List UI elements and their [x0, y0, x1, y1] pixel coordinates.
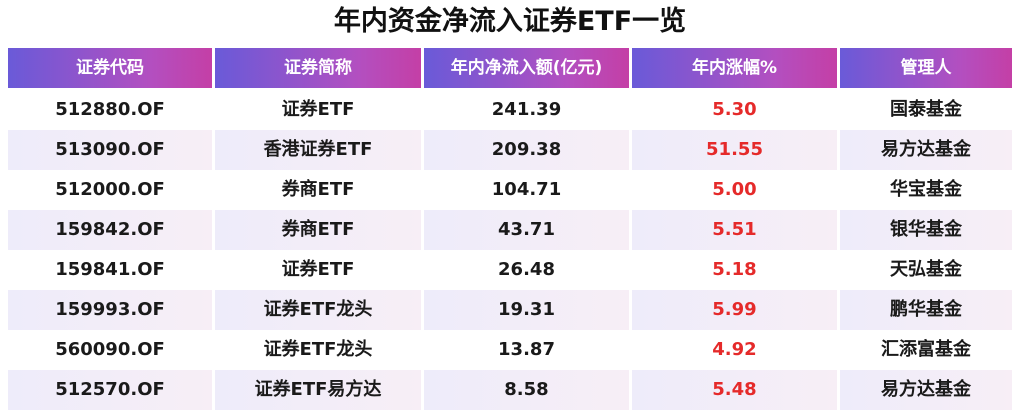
table-cell: 易方达基金: [840, 370, 1012, 410]
table-cell: 209.38: [424, 130, 629, 170]
table-cell: 券商ETF: [281, 179, 355, 200]
table-cell: 5.00: [712, 179, 757, 200]
table-cell: 159842.OF: [8, 210, 212, 250]
etf-table: 证券代码 证券简称 年内净流入额(亿元) 年内涨幅% 管理人 512880.OF 证券ETF…: [8, 48, 1012, 410]
column-header: 证券代码: [8, 48, 212, 88]
table-cell: 5.30: [712, 99, 757, 120]
table-cell: 天弘基金: [890, 259, 962, 280]
table-cell: 银华基金: [840, 210, 1012, 250]
table-cell: 证券ETF龙头: [215, 290, 421, 330]
table-cell: 26.48: [498, 259, 555, 280]
column-header: 年内涨幅%: [632, 48, 837, 88]
table-cell: 券商ETF: [215, 210, 421, 250]
table-cell: 香港证券ETF: [215, 130, 421, 170]
table-cell: 5.99: [632, 290, 837, 330]
table-cell: 5.51: [632, 210, 837, 250]
table-cell: 104.71: [491, 179, 562, 200]
table-cell: 159993.OF: [8, 290, 212, 330]
table-cell: 证券ETF: [281, 99, 355, 120]
table-cell: 560090.OF: [55, 339, 165, 360]
column-header: 年内净流入额(亿元): [424, 48, 629, 88]
table-cell: 512570.OF: [8, 370, 212, 410]
table-cell: 513090.OF: [8, 130, 212, 170]
table-cell: 512000.OF: [55, 179, 165, 200]
column-header: 证券简称: [215, 48, 421, 88]
column-header: 管理人: [840, 48, 1012, 88]
table-cell: 证券ETF龙头: [263, 339, 373, 360]
table-cell: 证券ETF: [281, 259, 355, 280]
table-cell: 易方达基金: [840, 130, 1012, 170]
table-cell: 5.48: [632, 370, 837, 410]
table-cell: 241.39: [491, 99, 562, 120]
table-cell: 159841.OF: [55, 259, 165, 280]
table-cell: 43.71: [424, 210, 629, 250]
table-cell: 鹏华基金: [840, 290, 1012, 330]
table-cell: 19.31: [424, 290, 629, 330]
table-cell: 512880.OF: [55, 99, 165, 120]
table-cell: 汇添富基金: [881, 339, 971, 360]
table-cell: 8.58: [424, 370, 629, 410]
table-cell: 51.55: [632, 130, 837, 170]
table-cell: 证券ETF易方达: [215, 370, 421, 410]
table-cell: 5.18: [712, 259, 757, 280]
table-cell: 国泰基金: [890, 99, 962, 120]
table-cell: 华宝基金: [890, 179, 962, 200]
table-cell: 4.92: [712, 339, 757, 360]
title: 年内资金净流入证券ETF一览: [333, 6, 687, 37]
table-cell: 13.87: [498, 339, 555, 360]
